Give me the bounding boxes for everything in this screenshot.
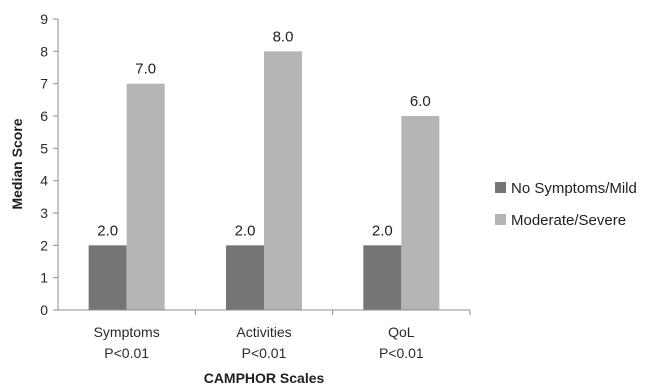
- bar-no-symptoms-mild: [88, 245, 127, 310]
- x-tick-label: Activities: [236, 324, 291, 340]
- y-tick-label: 4: [40, 173, 48, 189]
- y-axis-ticks: 0 1 2 3 4 5 6 7 8 9: [40, 11, 58, 318]
- bars: 2.0 7.0 2.0 8.0 2.0 6.0: [88, 28, 440, 311]
- x-tick-label: QoL: [388, 324, 415, 340]
- y-tick-label: 9: [40, 11, 48, 27]
- data-label: 2.0: [97, 222, 118, 239]
- bar-moderate-severe: [264, 51, 302, 310]
- data-label: 2.0: [235, 222, 256, 239]
- y-tick-label: 2: [40, 237, 48, 253]
- x-tick-sublabel: P<0.01: [104, 345, 149, 361]
- y-tick-label: 1: [40, 270, 48, 286]
- data-label: 6.0: [410, 93, 431, 110]
- x-tick-sublabel: P<0.01: [242, 345, 287, 361]
- x-tick-label: Symptoms: [94, 324, 160, 340]
- bar-no-symptoms-mild: [226, 245, 264, 310]
- legend-swatch: [495, 182, 506, 193]
- y-tick-label: 5: [40, 140, 48, 156]
- x-axis-title: CAMPHOR Scales: [204, 370, 325, 386]
- legend: No Symptoms/Mild Moderate/Severe: [495, 180, 637, 229]
- y-tick-label: 0: [40, 302, 48, 318]
- bar-moderate-severe: [401, 116, 440, 310]
- legend-label: Moderate/Severe: [511, 212, 626, 229]
- y-tick-label: 7: [40, 76, 48, 92]
- legend-swatch: [495, 214, 506, 225]
- bar-no-symptoms-mild: [363, 245, 402, 310]
- legend-label: No Symptoms/Mild: [511, 180, 637, 197]
- x-axis-ticks: Symptoms P<0.01 Activities P<0.01 QoL P<0.01: [94, 310, 471, 361]
- data-label: 7.0: [135, 61, 156, 78]
- y-tick-label: 3: [40, 205, 48, 221]
- data-label: 2.0: [372, 222, 393, 239]
- y-tick-label: 8: [40, 43, 48, 59]
- y-axis-title: Median Score: [9, 118, 25, 209]
- x-tick-sublabel: P<0.01: [379, 345, 424, 361]
- data-label: 8.0: [273, 28, 294, 45]
- y-tick-label: 6: [40, 108, 48, 124]
- bar-moderate-severe: [126, 83, 165, 311]
